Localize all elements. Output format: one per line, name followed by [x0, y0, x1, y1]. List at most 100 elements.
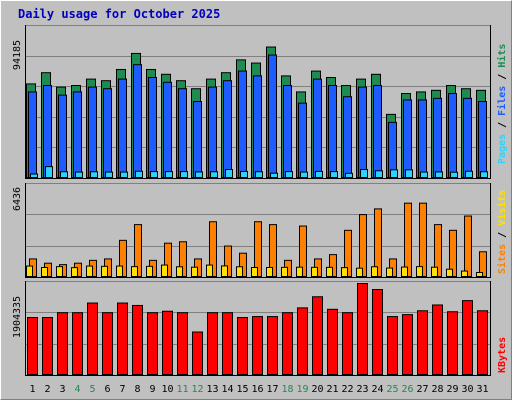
kbytes-bar	[117, 302, 128, 375]
kbytes-bar	[447, 311, 458, 375]
pages-bar	[165, 171, 173, 179]
sites-bar	[404, 202, 412, 278]
pages-bar	[225, 169, 233, 179]
legend-visits-sites: Sites / Visits	[496, 190, 508, 274]
files-bar	[403, 99, 412, 178]
kbytes-bar	[222, 312, 233, 375]
kbytes-bar	[387, 316, 398, 375]
day-label: 23	[356, 384, 368, 395]
day-label: 28	[431, 384, 443, 395]
visits-bar	[71, 267, 78, 277]
day-label: 14	[221, 384, 233, 395]
day-label: 18	[281, 384, 293, 395]
day-label: 12	[191, 384, 203, 395]
legend-hits: Hits	[496, 44, 508, 68]
visits-bar	[56, 266, 63, 277]
files-bar	[88, 86, 97, 178]
files-bar	[268, 54, 277, 178]
kbytes-bar	[237, 317, 248, 375]
visits-bar	[311, 266, 318, 277]
kbytes-bar	[27, 317, 38, 375]
kbytes-bar	[357, 283, 368, 375]
day-label: 27	[416, 384, 428, 395]
pages-bar	[345, 172, 353, 179]
pages-bar	[180, 171, 188, 179]
pages-bar	[420, 171, 428, 178]
files-bar	[193, 101, 202, 178]
panel-1-ymax-label: 94185	[12, 40, 23, 70]
day-label: 30	[461, 384, 473, 395]
kbytes-bar	[207, 312, 218, 375]
visits-bar	[461, 270, 468, 278]
files-bar	[103, 88, 112, 178]
pages-bar	[315, 170, 323, 179]
day-label: 25	[386, 384, 398, 395]
kbytes-bar	[312, 296, 323, 376]
pages-bar	[45, 166, 53, 178]
kbytes-bar	[297, 307, 308, 375]
pages-bar	[120, 171, 128, 178]
pages-bar	[240, 170, 248, 179]
kbytes-bar	[282, 312, 293, 375]
kbytes-bar	[402, 314, 413, 375]
pages-bar	[30, 173, 38, 178]
sites-bar	[464, 215, 472, 277]
pages-bar	[330, 171, 338, 179]
files-bar	[28, 91, 37, 178]
day-label: 1	[29, 384, 35, 395]
day-label: 31	[476, 384, 488, 395]
pages-bar	[270, 172, 278, 179]
visits-bar	[146, 265, 153, 278]
visits-bar	[131, 266, 138, 277]
kbytes-bar	[57, 312, 68, 375]
files-bar	[148, 76, 157, 178]
pages-bar	[405, 169, 413, 179]
pages-bar	[375, 170, 383, 178]
legend-kbytes: KBytes	[497, 337, 508, 373]
day-label: 11	[176, 384, 188, 395]
day-label: 2	[44, 384, 50, 395]
pages-bar	[360, 169, 368, 179]
visits-bar	[191, 266, 198, 277]
sites-bar	[419, 202, 427, 278]
day-label: 15	[236, 384, 248, 395]
day-label: 6	[104, 384, 110, 395]
visits-bar	[221, 265, 228, 278]
files-bar	[358, 86, 367, 178]
day-label: 21	[326, 384, 338, 395]
visits-bar	[326, 266, 333, 277]
files-bar	[478, 101, 487, 178]
visits-bar	[176, 266, 183, 277]
visits-bar	[431, 266, 438, 277]
pages-bar	[150, 171, 158, 179]
visits-bar	[236, 266, 243, 277]
pages-bar	[195, 171, 203, 179]
visits-bar	[251, 266, 258, 277]
visits-bar	[356, 267, 363, 278]
pages-bar	[105, 171, 113, 178]
files-bar	[283, 85, 292, 178]
day-label: 4	[74, 384, 80, 395]
files-bar	[133, 64, 142, 178]
legend-hits-files-pages: Pages / Files / Hits	[496, 44, 508, 164]
legend-visits: Visits	[496, 190, 508, 226]
kbytes-bar	[87, 302, 98, 375]
kbytes-bar	[252, 316, 263, 375]
files-bar	[238, 70, 247, 178]
day-label: 5	[89, 384, 95, 395]
visits-bar	[26, 265, 33, 278]
files-bar	[118, 78, 127, 178]
visits-bar	[206, 264, 213, 277]
pages-bar	[435, 171, 443, 179]
files-bar	[178, 88, 187, 178]
files-bar	[328, 85, 337, 178]
pages-bar	[450, 171, 458, 178]
day-label: 29	[446, 384, 458, 395]
kbytes-bar	[432, 304, 443, 375]
visits-bar	[476, 271, 483, 277]
kbytes-bar	[147, 312, 158, 375]
visits-bar	[86, 265, 93, 278]
day-label: 10	[161, 384, 173, 395]
pages-bar	[390, 169, 398, 179]
legend-pages: Pages	[497, 134, 508, 164]
